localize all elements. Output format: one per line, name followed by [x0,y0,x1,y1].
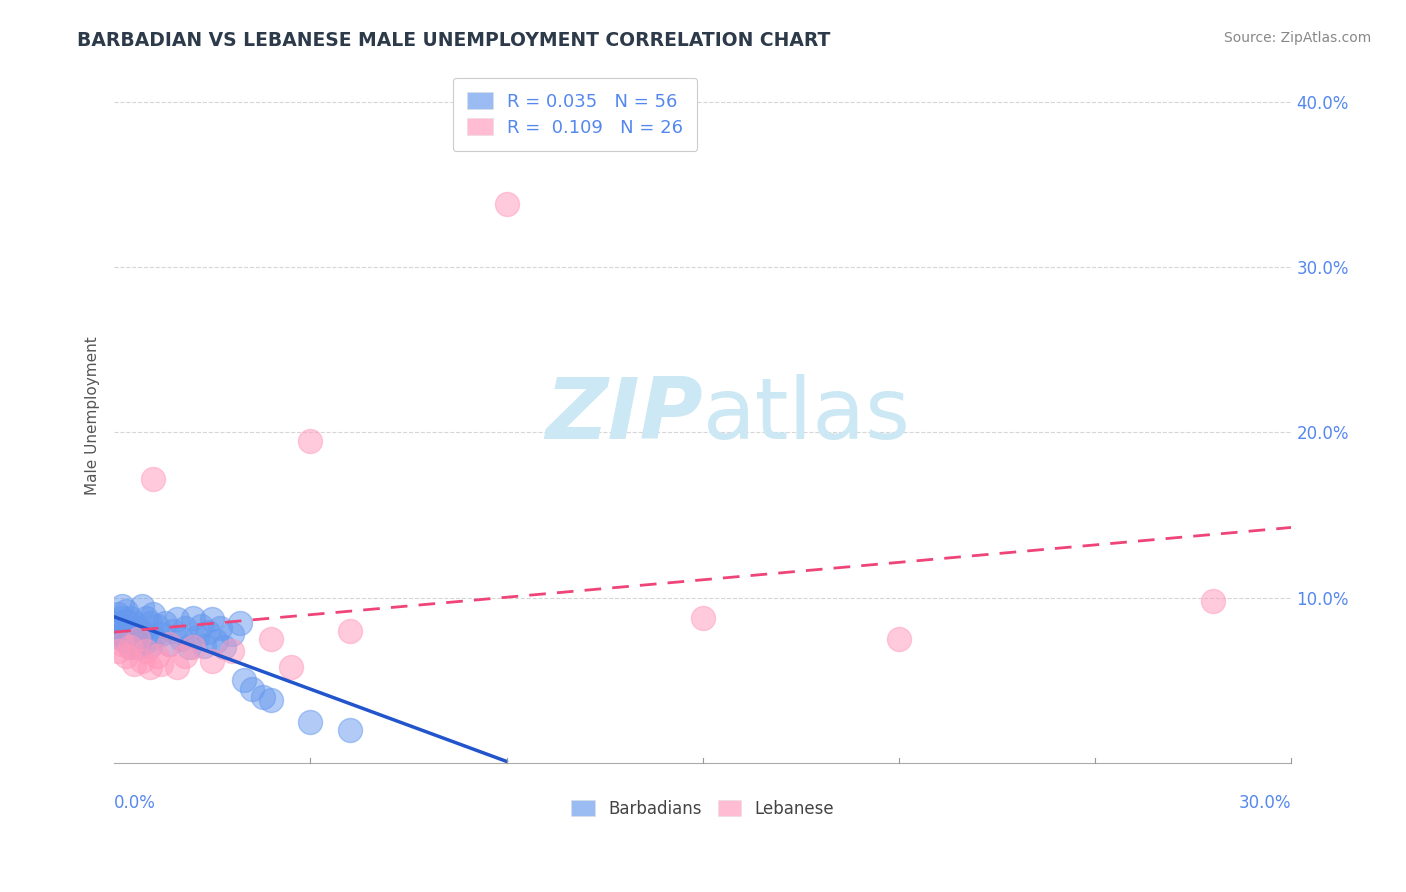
Point [115,633,138,648]
Point [142,631,165,645]
Text: 30.0%: 30.0% [1239,794,1292,812]
Point [127,620,149,634]
Point [135,610,157,624]
Point [495,197,517,211]
Point [887,632,910,646]
Point [122,657,145,671]
Point [181,610,204,624]
Point [692,610,714,624]
Point [115,624,138,638]
Point [157,637,180,651]
Y-axis label: Male Unemployment: Male Unemployment [86,336,100,495]
Point [118,631,141,645]
Point [190,619,212,633]
Point [107,615,129,630]
Text: ZIP: ZIP [546,375,703,458]
Point [201,654,224,668]
Point [299,434,322,448]
Point [299,714,322,729]
Point [138,615,160,630]
Point [135,635,157,649]
Point [122,635,145,649]
Point [135,643,157,657]
Point [181,640,204,655]
Point [209,620,232,634]
Text: Source: ZipAtlas.com: Source: ZipAtlas.com [1223,31,1371,45]
Point [177,640,200,655]
Point [111,620,134,634]
Point [146,648,169,663]
Point [127,631,149,645]
Text: BARBADIAN VS LEBANESE MALE UNEMPLOYMENT CORRELATION CHART: BARBADIAN VS LEBANESE MALE UNEMPLOYMENT … [77,31,831,50]
Point [252,690,274,704]
Point [118,610,141,624]
Point [157,637,180,651]
Point [173,620,195,634]
Point [127,640,149,655]
Point [240,681,263,696]
Point [111,627,134,641]
Text: atlas: atlas [703,375,911,458]
Point [193,639,215,653]
Point [107,643,129,657]
Point [115,648,138,663]
Point [122,625,145,640]
Point [229,615,252,630]
Point [107,624,129,638]
Point [221,643,243,657]
Point [150,627,173,641]
Text: 0.0%: 0.0% [114,794,156,812]
Point [111,637,134,651]
Point [260,632,283,646]
Point [1202,594,1225,608]
Point [339,624,361,638]
Point [232,673,254,688]
Point [131,654,153,668]
Point [107,607,129,622]
Point [170,632,193,646]
Point [118,640,141,655]
Point [111,632,134,646]
Point [186,631,208,645]
Point [212,640,235,655]
Point [122,615,145,630]
Point [173,648,195,663]
Point [118,640,141,655]
Point [131,599,153,613]
Point [162,624,184,638]
Point [205,633,228,648]
Point [138,639,160,653]
Point [166,612,188,626]
Point [280,660,302,674]
Point [150,657,173,671]
Point [111,610,134,624]
Point [153,615,176,630]
Point [197,625,219,640]
Point [118,620,141,634]
Point [221,627,243,641]
Point [146,619,169,633]
Point [115,604,138,618]
Point [127,632,149,646]
Point [166,660,188,674]
Point [111,599,134,613]
Point [260,693,283,707]
Point [142,607,165,622]
Point [142,472,165,486]
Point [131,625,153,640]
Point [138,660,160,674]
Point [115,614,138,628]
Point [339,723,361,737]
Point [201,612,224,626]
Legend: Barbadians, Lebanese: Barbadians, Lebanese [565,793,841,824]
